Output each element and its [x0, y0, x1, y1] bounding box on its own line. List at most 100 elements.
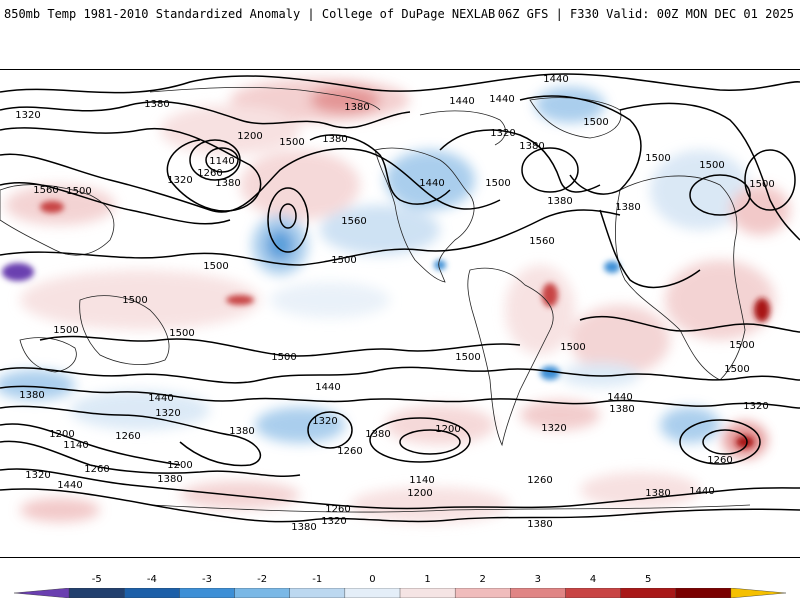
- colorbar-segment: [730, 588, 787, 598]
- contour-label: 1320: [312, 416, 337, 427]
- colorbar-segment: [675, 588, 732, 598]
- contour-label: 1500: [122, 295, 147, 306]
- contour-label: 1560: [341, 216, 366, 227]
- contour-label: 1440: [148, 393, 173, 404]
- colorbar-tick-label: 3: [534, 574, 542, 585]
- contour-label: 1380: [19, 390, 44, 401]
- contour-label: 1140: [409, 475, 434, 486]
- contour-label: 1500: [455, 352, 480, 363]
- contour-label: 1320: [490, 128, 515, 139]
- contour-label: 1140: [209, 156, 234, 167]
- contour-label: 1380: [322, 134, 347, 145]
- contour-label: 1440: [57, 480, 82, 491]
- contour-label: 1320: [743, 401, 768, 412]
- contour-label: 1440: [449, 96, 474, 107]
- colorbar-segment: [344, 588, 401, 598]
- height-contours: [0, 73, 800, 523]
- colorbar-strip: [13, 588, 787, 598]
- contour-label: 1500: [749, 179, 774, 190]
- product-title: 850mb Temp 1981-2010 Standardized Anomal…: [4, 7, 496, 21]
- contour-label: 1260: [84, 464, 109, 475]
- contour-label: 1320: [15, 110, 40, 121]
- contour-label: 1440: [489, 94, 514, 105]
- contour-label: 1380: [609, 404, 634, 415]
- contour-label: 1200: [237, 131, 262, 142]
- contour-label: 1260: [337, 446, 362, 457]
- colorbar-segment: [234, 588, 291, 598]
- colorbar-segment: [565, 588, 622, 598]
- contour-label: 1440: [543, 74, 568, 85]
- contour-label: 1320: [167, 175, 192, 186]
- contour-label: 1260: [115, 431, 140, 442]
- contour-label: 1320: [25, 470, 50, 481]
- contour-label: 1260: [197, 168, 222, 179]
- contour-label: 1500: [203, 261, 228, 272]
- colorbar-tick-label: -4: [146, 574, 157, 585]
- contour-label: 1440: [689, 486, 714, 497]
- contour-label: 1440: [419, 178, 444, 189]
- contour-label: 1500: [699, 160, 724, 171]
- contour-label: 1320: [541, 423, 566, 434]
- contour-label: 1500: [645, 153, 670, 164]
- colorbar-segment: [510, 588, 567, 598]
- contour-label: 1500: [53, 325, 78, 336]
- contour-label: 1260: [707, 455, 732, 466]
- contour-label: 1380: [157, 474, 182, 485]
- map-panel: 1440 1380 1380 1320 1200 1140 1260 1380 …: [0, 69, 800, 558]
- contour-label: 1380: [229, 426, 254, 437]
- colorbar-tick-label: 4: [589, 574, 597, 585]
- colorbar: -5 -4 -3 -2 -1 0 1 2 3 4 5: [0, 566, 800, 600]
- contour-label: 1380: [344, 102, 369, 113]
- colorbar-tick-label: 2: [479, 574, 486, 585]
- contour-label: 1500: [279, 137, 304, 148]
- anomaly-map: 1440 1380 1380 1320 1200 1140 1260 1380 …: [0, 70, 800, 557]
- contour-label: 1380: [215, 178, 240, 189]
- colorbar-tick-label: -3: [202, 574, 212, 585]
- colorbar-tick-label: 1: [424, 574, 431, 585]
- contour-label: 1380: [144, 99, 169, 110]
- colorbar-segment: [68, 588, 125, 598]
- anomaly-strong-layer: [2, 201, 770, 448]
- contour-label: 1380: [547, 196, 572, 207]
- contour-label: 1500: [560, 342, 585, 353]
- colorbar-tick-label: -1: [312, 574, 323, 585]
- contour-label: 1500: [583, 117, 608, 128]
- contour-label: 1380: [645, 488, 670, 499]
- contour-label: 1500: [331, 255, 356, 266]
- colorbar-tick-label: -2: [257, 574, 268, 585]
- colorbar-segment: [454, 588, 511, 598]
- colorbar-segment: [179, 588, 236, 598]
- contour-label: 1200: [167, 460, 192, 471]
- contour-label: 1440: [315, 382, 340, 393]
- colorbar-segment: [289, 588, 346, 598]
- colorbar-tick-label: 5: [644, 574, 652, 585]
- contour-label: 1200: [407, 488, 432, 499]
- contour-label: 1200: [49, 429, 74, 440]
- contour-label: 1380: [365, 429, 390, 440]
- contour-label: 1500: [66, 186, 91, 197]
- contour-label: 1500: [271, 352, 296, 363]
- contour-label: 1560: [33, 185, 58, 196]
- contour-label: 1560: [529, 236, 554, 247]
- colorbar-segment: [620, 588, 677, 598]
- colorbar-tick-label: 0: [369, 574, 376, 585]
- contour-label: 1500: [724, 364, 749, 375]
- contour-label: 1260: [325, 504, 350, 515]
- contour-label: 1380: [519, 141, 544, 152]
- colorbar-segment: [124, 588, 181, 598]
- colorbar-segment: [399, 588, 456, 598]
- run-valid-time: 06Z GFS | F330 Valid: 00Z MON DEC 01 202…: [497, 7, 794, 21]
- colorbar-tick-label: -5: [91, 574, 102, 585]
- contour-label: 1260: [527, 475, 552, 486]
- contour-label: 1200: [435, 424, 460, 435]
- header: 850mb Temp 1981-2010 Standardized Anomal…: [0, 0, 800, 30]
- contour-label: 1500: [485, 178, 510, 189]
- contour-label: 1320: [155, 408, 180, 419]
- contour-labels: 1440 1380 1380 1320 1200 1140 1260 1380 …: [15, 74, 774, 533]
- contour-label: 1440: [607, 392, 632, 403]
- colorbar-segment: [13, 588, 70, 598]
- contour-label: 1320: [321, 516, 346, 527]
- contour-label: 1380: [291, 522, 316, 533]
- contour-label: 1380: [527, 519, 552, 530]
- contour-label: 1500: [169, 328, 194, 339]
